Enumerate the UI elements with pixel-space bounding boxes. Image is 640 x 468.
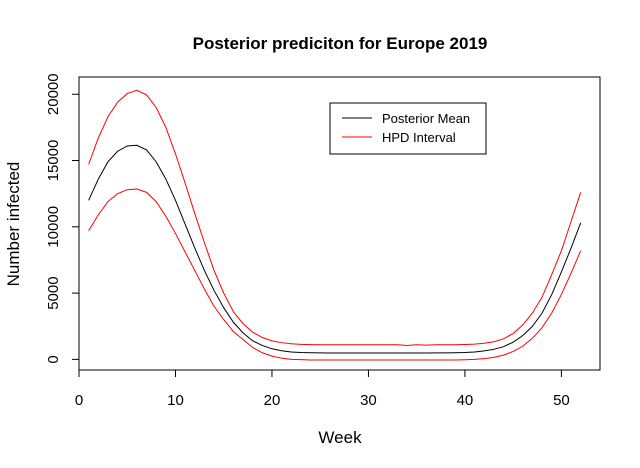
x-tick-label: 20 [264,392,281,409]
hpd-upper-line [88,89,582,346]
y-tick-label: 0 [45,355,62,363]
y-tick-label: 5000 [45,276,62,309]
hpd-lower-line [88,188,582,361]
y-axis-title: Number infected [4,162,23,287]
y-axis: 0 5000 10000 15000 20000 [45,73,79,364]
plot-frame [78,76,601,371]
posterior-mean-line [88,144,582,354]
series-layer [88,89,582,361]
legend: Posterior Mean HPD Interval [329,102,487,155]
x-tick-label: 50 [553,392,570,409]
legend-label-posterior-mean: Posterior Mean [382,111,470,126]
y-tick-label: 15000 [45,140,62,182]
x-tick-label: 10 [167,392,184,409]
y-tick-label: 10000 [45,206,62,248]
x-tick-label: 0 [75,392,83,409]
legend-label-hpd-interval: HPD Interval [382,130,456,145]
y-tick-label: 20000 [45,73,62,115]
x-tick-label: 30 [360,392,377,409]
x-tick-label: 40 [457,392,474,409]
legend-box [329,102,487,155]
x-axis: 0 10 20 30 40 50 [75,370,570,409]
x-axis-title: Week [318,428,362,447]
chart-title: Posterior prediciton for Europe 2019 [193,34,488,53]
